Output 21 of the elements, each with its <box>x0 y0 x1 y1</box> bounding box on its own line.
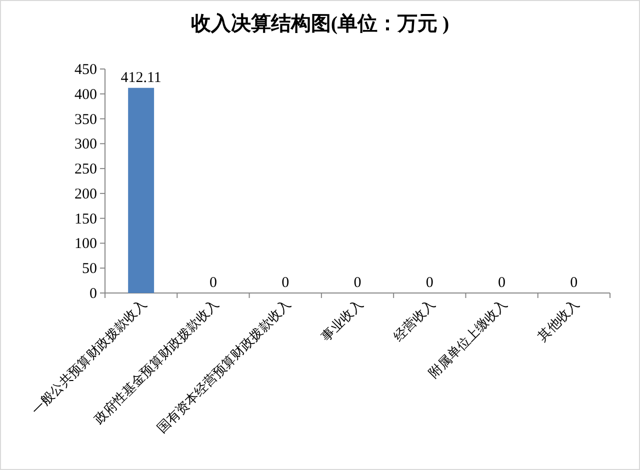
y-tick-label: 250 <box>74 162 97 178</box>
y-tick-label: 50 <box>82 261 97 278</box>
x-tick-label: 经营收入 <box>390 296 438 344</box>
x-tick-label: 其他收入 <box>534 296 582 344</box>
y-tick-label: 200 <box>74 186 97 202</box>
x-tick-label: 事业收入 <box>318 296 366 344</box>
data-label: 412.11 <box>120 70 162 86</box>
y-tick-label: 350 <box>74 112 97 128</box>
y-tick-label: 150 <box>74 211 97 228</box>
data-label: 0 <box>209 275 217 291</box>
y-tick-label: 450 <box>74 62 97 78</box>
y-tick-label: 0 <box>90 286 97 302</box>
y-tick-label: 300 <box>74 136 97 153</box>
data-label: 0 <box>498 275 506 291</box>
chart-title: 收入决算结构图(单位：万元 ) <box>190 12 450 35</box>
data-label: 0 <box>282 275 290 291</box>
y-tick-label: 100 <box>74 236 97 252</box>
y-tick-label: 400 <box>74 86 97 103</box>
data-label: 0 <box>354 275 362 291</box>
data-label: 0 <box>570 275 578 291</box>
data-label: 0 <box>426 275 434 291</box>
